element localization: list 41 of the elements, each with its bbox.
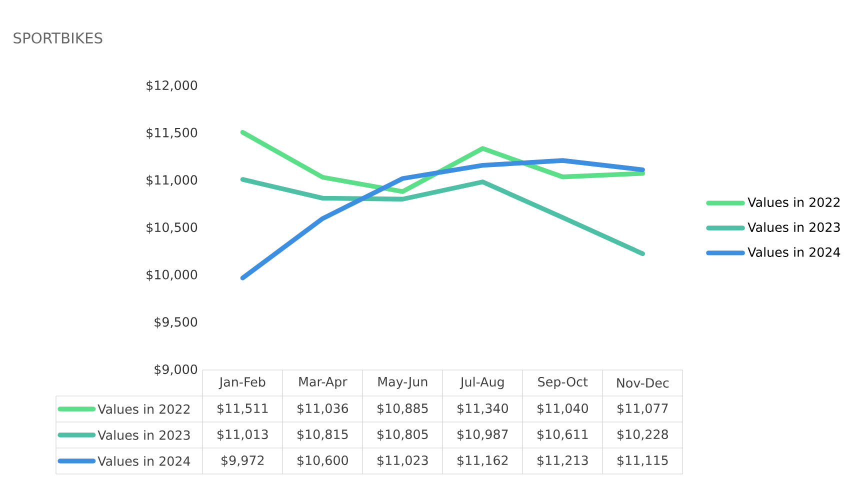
data-label: $10,611 xyxy=(538,429,588,441)
line-series xyxy=(240,130,645,194)
data-label: $11,040 xyxy=(538,403,588,415)
y-tick-label: $10,500 xyxy=(146,222,198,234)
data-label: $11,115 xyxy=(618,455,668,467)
data-label: $10,987 xyxy=(458,429,508,441)
y-tick-label: $11,000 xyxy=(146,174,198,186)
data-label: $11,340 xyxy=(458,403,508,415)
x-tick-label: Jan-Feb xyxy=(218,376,266,390)
y-tick-label: $12,000 xyxy=(146,80,198,92)
data-label: $10,805 xyxy=(378,429,428,441)
legend-label: Values in 2023 xyxy=(748,222,840,232)
data-label: $10,885 xyxy=(378,403,428,415)
data-label: $10,815 xyxy=(298,429,348,441)
data-label: $10,600 xyxy=(298,455,348,467)
text: Values in 2024 xyxy=(98,456,190,466)
data-label: $11,036 xyxy=(298,403,348,415)
x-tick-label: Mar-Apr xyxy=(299,377,348,389)
data-label: $11,013 xyxy=(218,429,268,441)
y-tick-label: $9,500 xyxy=(154,316,198,328)
x-tick-label: Jul-Aug xyxy=(460,376,504,390)
data-label: $11,077 xyxy=(618,403,668,415)
legend-label: Values in 2022 xyxy=(748,197,840,208)
x-tick-label: May-Jun xyxy=(378,377,428,389)
data-label: $10,228 xyxy=(618,429,668,441)
text: SPORTBIKES xyxy=(14,32,102,44)
line-series xyxy=(240,158,645,280)
y-tick-label: $10,000 xyxy=(146,270,198,282)
x-tick-label: Sep-Oct xyxy=(538,376,588,390)
text: Values in 2022 xyxy=(98,404,190,414)
text: Values in 2023 xyxy=(98,430,190,440)
data-label: $11,023 xyxy=(378,455,428,467)
data-label: $11,213 xyxy=(538,455,588,467)
data-label: $11,511 xyxy=(218,403,268,415)
line-series xyxy=(240,177,645,256)
legend-label: Values in 2024 xyxy=(748,247,840,257)
data-label: $9,972 xyxy=(222,455,264,467)
data-label: $11,162 xyxy=(458,455,508,467)
y-tick-label: $11,500 xyxy=(146,128,198,140)
x-tick-label: Nov-Dec xyxy=(617,378,669,388)
y-tick-label: $9,000 xyxy=(154,364,198,376)
